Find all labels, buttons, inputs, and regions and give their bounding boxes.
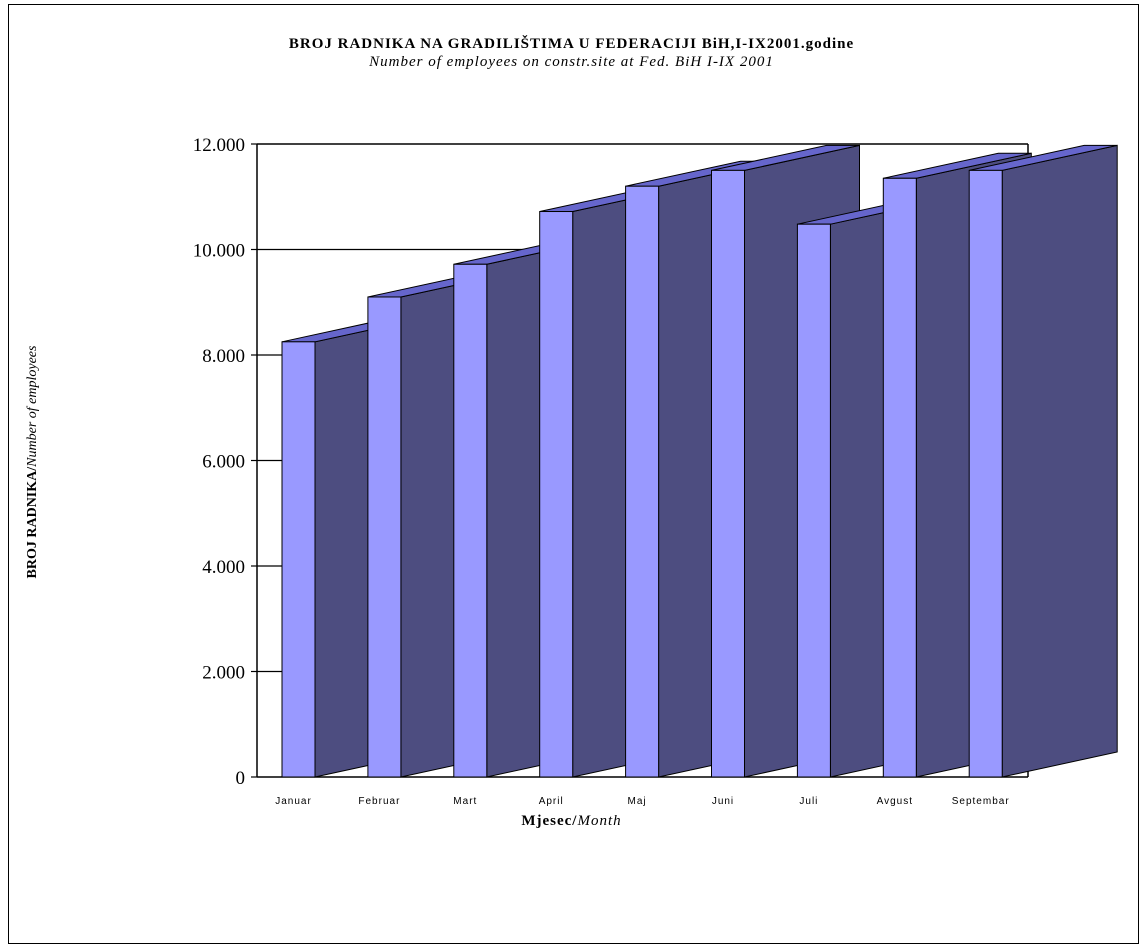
bar-side [1001, 144, 1118, 778]
x-axis-label-bold: Mjesec/ [521, 813, 578, 829]
bar [882, 177, 917, 778]
y-tick-label: 6.000 [202, 452, 245, 473]
x-tick-label: Maj [628, 796, 647, 807]
bar [367, 296, 402, 778]
y-tick-label: 0 [236, 768, 246, 789]
chart-title: BROJ RADNIKA NA GRADILIŠTIMA U FEDERACIJ… [288, 36, 855, 52]
bar-chart: 0 2.000 4.000 6.000 8.000 10.000 12.000 Januar F… [193, 135, 1118, 807]
bar [968, 169, 1003, 778]
y-tick-label: 2.000 [202, 663, 245, 684]
bar [796, 223, 831, 778]
bar [281, 341, 316, 778]
x-tick-label: April [539, 796, 564, 807]
chart-subtitle: Number of employees on constr.site at Fe… [369, 54, 774, 70]
bar [539, 211, 574, 778]
x-tick-label: Septembar [952, 796, 1010, 807]
y-tick-label: 4.000 [202, 557, 245, 578]
x-axis-label: Mjesec/Month [0, 813, 1143, 830]
bar [625, 185, 660, 778]
y-tick-label: 12.000 [193, 135, 245, 156]
x-tick-label: Avgust [877, 796, 913, 807]
x-tick-label: Mart [453, 796, 477, 807]
bar [711, 169, 745, 778]
x-tick-label: Februar [358, 796, 400, 807]
x-tick-label: Juli [799, 796, 818, 807]
x-axis-label-italic: Month [577, 813, 622, 829]
y-tick-label: 10.000 [193, 241, 245, 262]
bar [453, 263, 488, 778]
x-tick-label: Juni [712, 796, 734, 807]
x-tick-label: Januar [275, 796, 312, 807]
y-tick-label: 8.000 [202, 346, 245, 367]
